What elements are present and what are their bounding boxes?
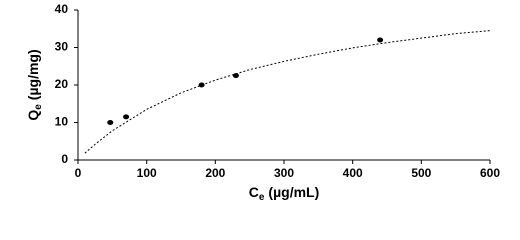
y-tick-label: 10 bbox=[55, 115, 69, 129]
y-tick-label: 0 bbox=[61, 152, 68, 166]
y-title-unit: (µg/mg) bbox=[25, 49, 41, 100]
point bbox=[123, 114, 130, 120]
y-axis-title: Qe (µg/mg) bbox=[25, 49, 44, 120]
x-axis-title: Ce (µg/mL) bbox=[249, 184, 320, 203]
fit-curve bbox=[84, 30, 491, 154]
point bbox=[107, 120, 114, 125]
y-tick-label: 30 bbox=[55, 40, 69, 54]
x-tick-label: 300 bbox=[274, 166, 294, 180]
x-title-main: C bbox=[249, 184, 259, 200]
x-tick-label: 100 bbox=[137, 166, 157, 180]
x-tick-label: 400 bbox=[343, 166, 363, 180]
y-tick-label: 20 bbox=[55, 77, 69, 91]
point bbox=[377, 37, 384, 43]
y-title-main: Q bbox=[25, 110, 41, 121]
x-tick-label: 0 bbox=[75, 166, 82, 180]
x-title-sub: e bbox=[259, 192, 265, 203]
y-title-sub: e bbox=[33, 104, 44, 110]
y-tick-label: 40 bbox=[55, 2, 69, 16]
x-tick-label: 200 bbox=[205, 166, 225, 180]
x-title-unit: (µg/mL) bbox=[268, 184, 319, 200]
x-tick-label: 500 bbox=[411, 166, 431, 180]
point bbox=[232, 73, 239, 79]
x-tick-label: 600 bbox=[480, 166, 500, 180]
